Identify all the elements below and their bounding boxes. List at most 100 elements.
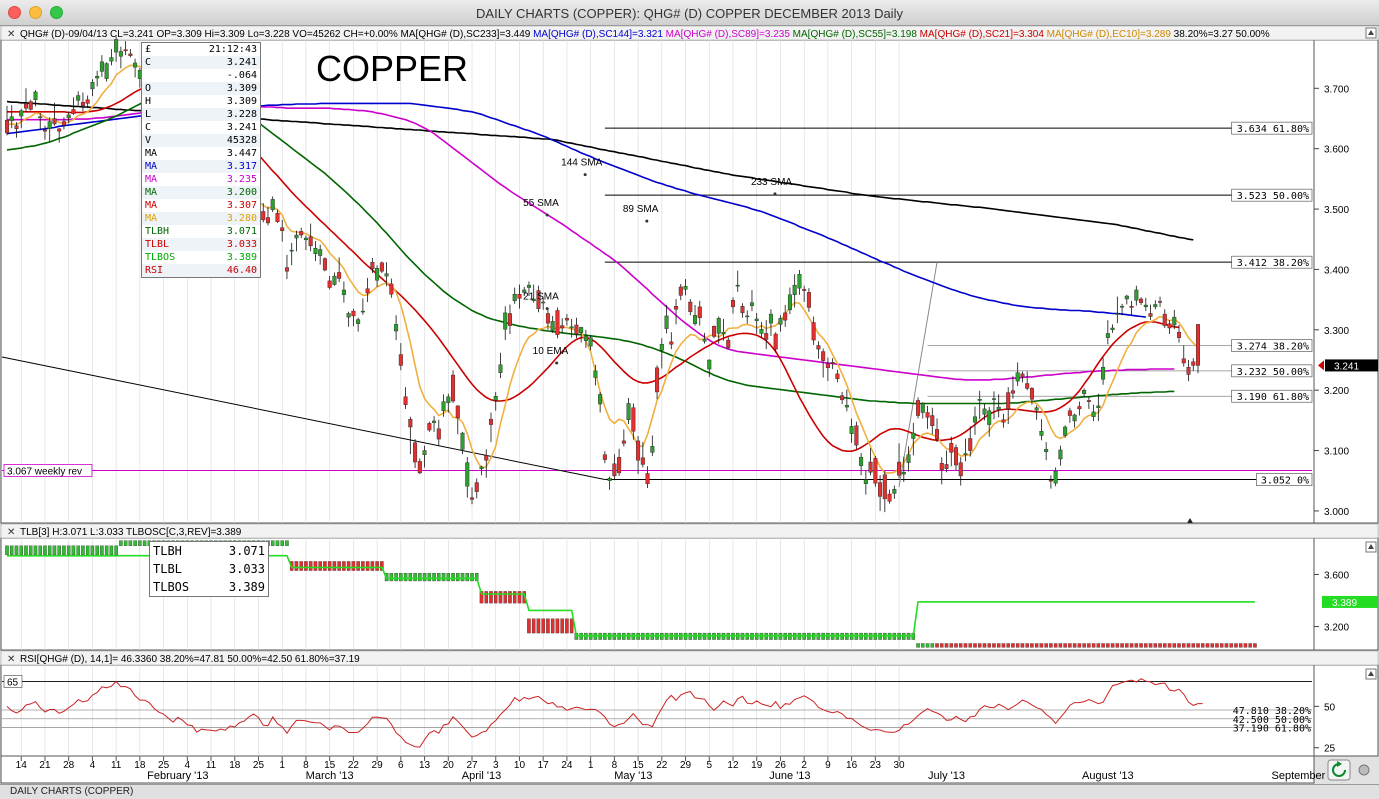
data-window-key: L (145, 109, 152, 120)
candle (821, 348, 826, 378)
candle (598, 391, 603, 413)
candle (1129, 300, 1134, 316)
candle (370, 257, 375, 274)
data-window-row: H 3.309 (142, 95, 260, 108)
tlb-block (550, 618, 555, 634)
price-scroll-down-icon[interactable] (1187, 518, 1193, 523)
tlb-block (940, 643, 944, 648)
tlb-panel-close-icon[interactable]: ✕ (7, 527, 15, 538)
rsi-y-tick-label: 25 (1324, 744, 1336, 755)
candle (1167, 320, 1172, 335)
refresh-icon[interactable] (1327, 759, 1351, 781)
annotation-marker (773, 192, 777, 196)
zoom-window-button[interactable] (50, 6, 63, 19)
tlb-block (66, 545, 71, 556)
tlb-block (451, 573, 455, 582)
candle (85, 95, 90, 109)
tlb-block (536, 618, 541, 634)
tlb-block (394, 573, 398, 582)
candle (925, 405, 930, 429)
rsi-panel-collapse-icon[interactable] (1365, 668, 1377, 680)
tlb-block (954, 643, 958, 648)
x-day-tick-label: 21 (39, 760, 51, 771)
data-window-row: O 3.309 (142, 82, 260, 95)
tlb-block (1077, 643, 1082, 648)
tlb-block (337, 561, 341, 571)
tlb-block (85, 545, 90, 556)
x-day-tick-label: 27 (466, 760, 478, 771)
x-day-tick-label: 12 (727, 760, 739, 771)
candle (939, 457, 944, 485)
tlb-block (1224, 643, 1229, 648)
tlb-block (1177, 643, 1181, 648)
price-panel-close-icon[interactable]: ✕ (7, 29, 15, 40)
tlb-block (1186, 643, 1191, 648)
data-window-key: O (145, 83, 152, 94)
tlb-block (1087, 643, 1091, 648)
candle (735, 270, 740, 292)
tlb-block (418, 573, 422, 582)
tlb-block (422, 573, 427, 582)
settings-icon[interactable] (1358, 764, 1370, 776)
candle (394, 315, 399, 341)
data-window-key: MA (145, 213, 158, 224)
candle (773, 332, 778, 353)
tlb-block (1020, 643, 1025, 648)
tlb-block (1025, 643, 1029, 648)
rsi-panel-close-icon[interactable]: ✕ (7, 654, 15, 665)
candle (982, 403, 987, 421)
price-panel-collapse-icon[interactable] (1365, 27, 1377, 39)
tlb-block (1191, 643, 1196, 648)
tlb-block (346, 561, 351, 571)
rsi-y-tick-label: 50 (1324, 702, 1336, 713)
tlb-block (308, 561, 313, 571)
candle (759, 321, 764, 339)
tlb-block (104, 545, 109, 556)
tlb-block (389, 573, 394, 582)
candle (1143, 297, 1148, 312)
candle (1105, 320, 1110, 345)
tlb-block (958, 643, 963, 648)
candle (47, 117, 52, 143)
tlb-block (19, 545, 23, 556)
candle (878, 475, 883, 511)
close-window-button[interactable] (8, 6, 21, 19)
tlb-block (1068, 643, 1072, 648)
candle (270, 196, 275, 213)
candle (99, 55, 104, 77)
tlb-panel-collapse-icon[interactable] (1365, 541, 1377, 553)
x-day-tick-label: 3 (493, 760, 499, 771)
data-window-key: C (145, 57, 152, 68)
candle (90, 79, 95, 97)
status-bar-label: DAILY CHARTS (COPPER) (10, 786, 134, 797)
fib-level-box (1231, 389, 1313, 403)
x-month-label: June '13 (769, 770, 810, 782)
data-window-row: V 45328 (142, 134, 260, 147)
data-window-value: -.064 (226, 70, 257, 81)
tlb-block (916, 643, 920, 648)
candle (645, 466, 650, 488)
candle (1153, 300, 1158, 310)
tlb-block (76, 545, 80, 556)
candle (4, 105, 9, 136)
fib-level-label: 3.274 38.20% (1237, 341, 1309, 352)
tlb-block (565, 618, 569, 634)
tlb-block (441, 573, 446, 582)
candle (1044, 442, 1049, 461)
tlb-block (270, 540, 275, 546)
annotation-label: 10 EMA (533, 346, 569, 357)
minimize-window-button[interactable] (29, 6, 42, 19)
data-window-time: £ 21:12:43 (145, 44, 257, 55)
candle (882, 471, 887, 513)
candle (636, 436, 641, 475)
candle (341, 281, 346, 303)
candle (332, 272, 337, 286)
candle (23, 88, 28, 112)
svg-text:✕: ✕ (7, 527, 15, 538)
window-title: DAILY CHARTS (COPPER): QHG# (D) COPPER D… (476, 6, 903, 21)
data-window: £ 21:12:43 C 3.241 -.064 O 3.309 H 3.309 L 3.228… (141, 42, 261, 278)
title-bar: DAILY CHARTS (COPPER): QHG# (D) COPPER D… (0, 0, 1379, 26)
x-day-tick-label: 16 (846, 760, 858, 771)
candle (465, 457, 470, 498)
annotation-marker (555, 361, 559, 365)
